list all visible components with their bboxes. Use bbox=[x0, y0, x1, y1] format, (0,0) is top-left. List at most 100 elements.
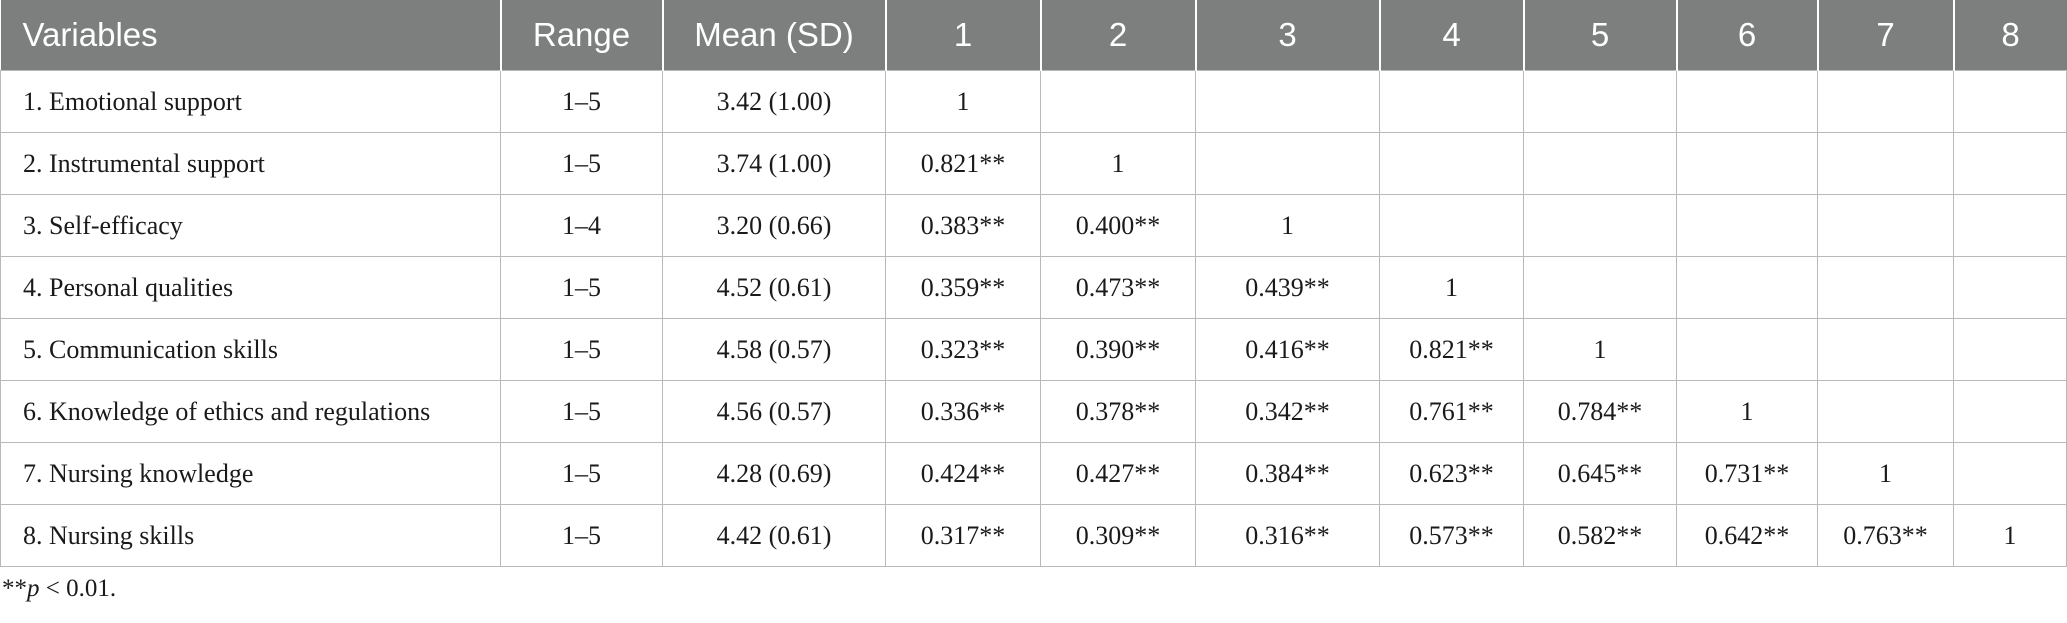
correlation-cell: 0.573** bbox=[1379, 504, 1524, 567]
correlation-cell: 1 bbox=[1379, 256, 1524, 319]
range-cell: 1–5 bbox=[500, 132, 663, 195]
correlation-table: Variables Range Mean (SD) 1 2 3 4 5 6 7 8 1. Emoti… bbox=[0, 0, 2067, 567]
correlation-cell bbox=[1379, 194, 1524, 257]
header-cell: 1 bbox=[885, 0, 1042, 71]
range-cell: 1–4 bbox=[500, 194, 663, 257]
range-cell: 1–5 bbox=[500, 504, 663, 567]
table-row: 7. Nursing knowledge 1–5 4.28 (0.69) 0.424*… bbox=[0, 442, 2067, 505]
header-row: Variables Range Mean (SD) 1 2 3 4 5 6 7 8 bbox=[0, 0, 2067, 71]
correlation-cell: 0.473** bbox=[1040, 256, 1196, 319]
correlation-cell: 1 bbox=[1040, 132, 1196, 195]
correlation-cell bbox=[1953, 70, 2067, 133]
correlation-cell: 0.416** bbox=[1195, 318, 1380, 381]
table-row: 4. Personal qualities 1–5 4.52 (0.61) 0.359… bbox=[0, 256, 2067, 319]
table-row: 5. Communication skills 1–5 4.58 (0.57) 0.3… bbox=[0, 318, 2067, 381]
header-cell: 5 bbox=[1523, 0, 1678, 71]
correlation-cell: 0.309** bbox=[1040, 504, 1196, 567]
correlation-cell: 0.323** bbox=[885, 318, 1041, 381]
correlation-cell: 0.645** bbox=[1523, 442, 1677, 505]
correlation-cell: 0.317** bbox=[885, 504, 1041, 567]
correlation-cell: 0.384** bbox=[1195, 442, 1380, 505]
correlation-cell bbox=[1817, 70, 1954, 133]
header-cell: 6 bbox=[1676, 0, 1819, 71]
mean-sd-cell: 3.74 (1.00) bbox=[662, 132, 886, 195]
correlation-cell bbox=[1953, 380, 2067, 443]
correlation-cell bbox=[1040, 70, 1196, 133]
correlation-cell: 0.359** bbox=[885, 256, 1041, 319]
correlation-cell bbox=[1523, 70, 1677, 133]
correlation-cell bbox=[1817, 194, 1954, 257]
correlation-cell: 0.378** bbox=[1040, 380, 1196, 443]
range-cell: 1–5 bbox=[500, 256, 663, 319]
table-row: 6. Knowledge of ethics and regulations 1–… bbox=[0, 380, 2067, 443]
correlation-cell bbox=[1195, 70, 1380, 133]
variable-label: 7. Nursing knowledge bbox=[0, 442, 501, 505]
variable-label: 3. Self-efficacy bbox=[0, 194, 501, 257]
correlation-cell: 1 bbox=[1195, 194, 1380, 257]
correlation-cell: 0.821** bbox=[885, 132, 1041, 195]
correlation-cell bbox=[1817, 318, 1954, 381]
correlation-cell bbox=[1817, 256, 1954, 319]
correlation-cell: 0.390** bbox=[1040, 318, 1196, 381]
mean-sd-cell: 4.28 (0.69) bbox=[662, 442, 886, 505]
mean-sd-cell: 4.42 (0.61) bbox=[662, 504, 886, 567]
correlation-cell: 0.731** bbox=[1676, 442, 1818, 505]
correlation-cell: 1 bbox=[1953, 504, 2067, 567]
correlation-cell: 0.761** bbox=[1379, 380, 1524, 443]
range-cell: 1–5 bbox=[500, 380, 663, 443]
variable-label: 6. Knowledge of ethics and regulations bbox=[0, 380, 501, 443]
correlation-cell bbox=[1676, 132, 1818, 195]
correlation-cell bbox=[1676, 70, 1818, 133]
correlation-cell: 0.427** bbox=[1040, 442, 1196, 505]
header-cell: 4 bbox=[1379, 0, 1525, 71]
variable-label: 5. Communication skills bbox=[0, 318, 501, 381]
table-header: Variables Range Mean (SD) 1 2 3 4 5 6 7 8 bbox=[0, 0, 2067, 71]
correlation-cell bbox=[1953, 194, 2067, 257]
table-row: 8. Nursing skills 1–5 4.42 (0.61) 0.317** 0.… bbox=[0, 504, 2067, 567]
correlation-cell: 0.642** bbox=[1676, 504, 1818, 567]
header-cell: 2 bbox=[1040, 0, 1197, 71]
correlation-cell: 1 bbox=[1817, 442, 1954, 505]
range-cell: 1–5 bbox=[500, 318, 663, 381]
correlation-cell bbox=[1379, 132, 1524, 195]
correlation-cell: 1 bbox=[1676, 380, 1818, 443]
correlation-cell: 0.439** bbox=[1195, 256, 1380, 319]
mean-sd-cell: 4.56 (0.57) bbox=[662, 380, 886, 443]
correlation-cell: 0.400** bbox=[1040, 194, 1196, 257]
correlation-cell bbox=[1523, 194, 1677, 257]
correlation-cell bbox=[1379, 70, 1524, 133]
correlation-cell: 0.316** bbox=[1195, 504, 1380, 567]
variable-label: 1. Emotional support bbox=[0, 70, 501, 133]
correlation-cell bbox=[1953, 256, 2067, 319]
range-cell: 1–5 bbox=[500, 442, 663, 505]
correlation-cell: 0.821** bbox=[1379, 318, 1524, 381]
correlation-cell: 0.383** bbox=[885, 194, 1041, 257]
correlation-cell: 0.623** bbox=[1379, 442, 1524, 505]
mean-sd-cell: 4.58 (0.57) bbox=[662, 318, 886, 381]
variable-label: 2. Instrumental support bbox=[0, 132, 501, 195]
header-cell: Variables bbox=[0, 0, 502, 71]
table-row: 3. Self-efficacy 1–4 3.20 (0.66) 0.383** 0.4… bbox=[0, 194, 2067, 257]
header-cell: 3 bbox=[1195, 0, 1381, 71]
correlation-cell: 0.784** bbox=[1523, 380, 1677, 443]
table-footnote: **p < 0.01. bbox=[0, 575, 2067, 603]
header-cell: 7 bbox=[1817, 0, 1955, 71]
correlation-cell bbox=[1676, 318, 1818, 381]
correlation-cell bbox=[1523, 132, 1677, 195]
correlation-table-container: Variables Range Mean (SD) 1 2 3 4 5 6 7 8 1. Emoti… bbox=[0, 0, 2067, 603]
correlation-cell: 0.342** bbox=[1195, 380, 1380, 443]
correlation-cell bbox=[1817, 132, 1954, 195]
correlation-cell bbox=[1953, 318, 2067, 381]
range-cell: 1–5 bbox=[500, 70, 663, 133]
correlation-cell: 0.582** bbox=[1523, 504, 1677, 567]
correlation-cell: 1 bbox=[885, 70, 1041, 133]
header-cell: 8 bbox=[1953, 0, 2067, 71]
variable-label: 4. Personal qualities bbox=[0, 256, 501, 319]
table-row: 2. Instrumental support 1–5 3.74 (1.00) 0.8… bbox=[0, 132, 2067, 195]
mean-sd-cell: 3.20 (0.66) bbox=[662, 194, 886, 257]
correlation-cell bbox=[1195, 132, 1380, 195]
header-cell: Mean (SD) bbox=[662, 0, 887, 71]
correlation-cell: 0.763** bbox=[1817, 504, 1954, 567]
footnote-rest: < 0.01. bbox=[39, 575, 117, 602]
mean-sd-cell: 4.52 (0.61) bbox=[662, 256, 886, 319]
